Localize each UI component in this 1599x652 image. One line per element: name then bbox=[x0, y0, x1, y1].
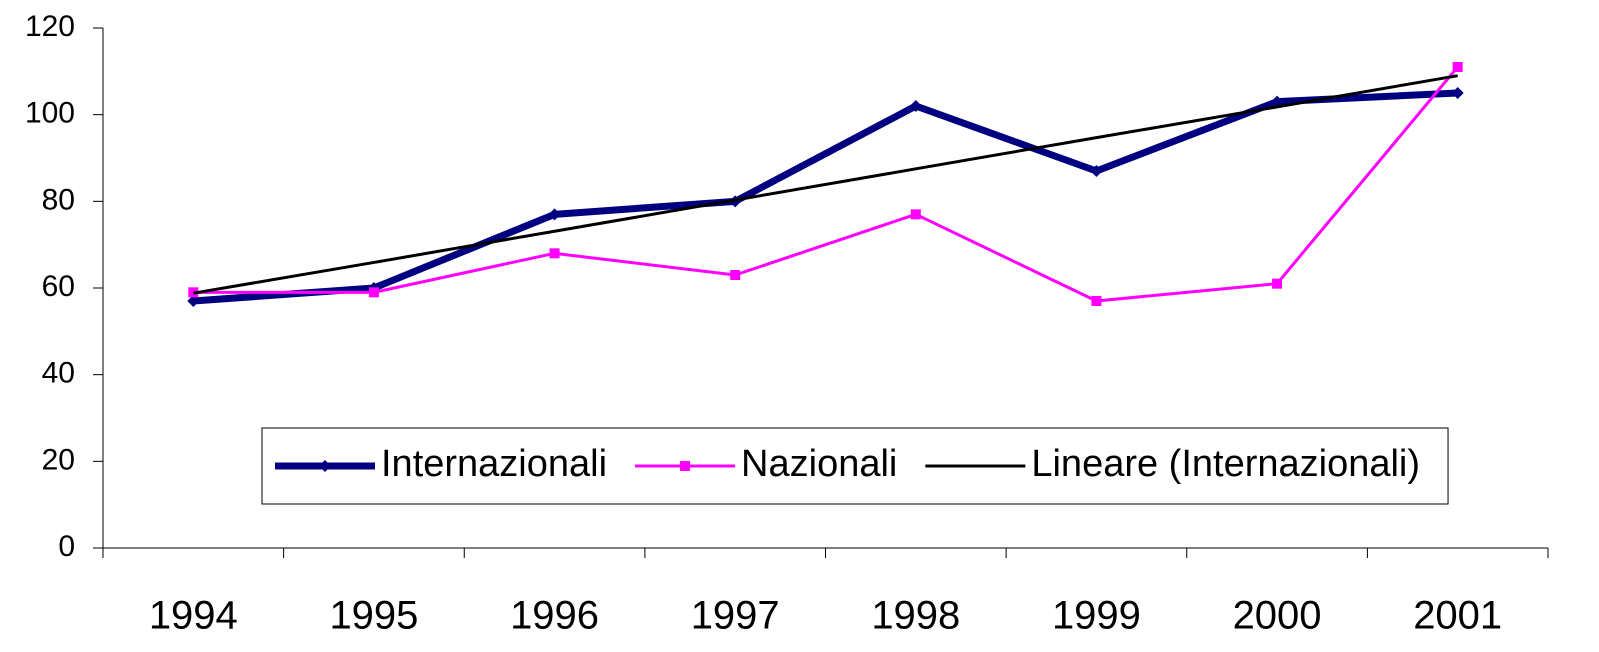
x-tick-label: 1999 bbox=[1052, 594, 1141, 638]
x-tick-label: 2001 bbox=[1413, 594, 1502, 638]
y-tick-label: 60 bbox=[42, 270, 75, 303]
marker bbox=[187, 295, 200, 307]
marker bbox=[368, 287, 379, 298]
x-tick-label: 2000 bbox=[1233, 594, 1322, 638]
marker bbox=[1271, 95, 1284, 108]
y-tick-label: 0 bbox=[58, 530, 75, 563]
x-tick-label: 1998 bbox=[871, 594, 960, 638]
legend-box bbox=[261, 427, 1449, 505]
marker bbox=[1090, 165, 1103, 177]
x-tick-label: 1997 bbox=[691, 594, 780, 638]
x-tick-label: 1994 bbox=[149, 594, 238, 638]
marker bbox=[548, 208, 561, 221]
marker bbox=[319, 460, 331, 472]
marker bbox=[730, 270, 741, 280]
series-line bbox=[193, 89, 1458, 305]
series-line bbox=[193, 66, 1459, 303]
series-line bbox=[193, 74, 1458, 295]
marker bbox=[1452, 62, 1463, 72]
y-tick-label: 120 bbox=[25, 10, 75, 43]
marker bbox=[909, 100, 922, 112]
marker bbox=[1451, 87, 1464, 99]
legend-label: Nazionali bbox=[741, 443, 897, 485]
x-tick-label: 1995 bbox=[329, 594, 418, 638]
x-tick-label: 1996 bbox=[510, 594, 599, 638]
legend-label: Internazionali bbox=[381, 443, 607, 485]
legend-label: Lineare (Internazionali) bbox=[1031, 443, 1420, 485]
marker bbox=[680, 461, 691, 471]
legend: Internazionali Nazionali Lineare (Internaz… bbox=[261, 427, 1449, 505]
y-tick-label: 100 bbox=[25, 97, 75, 130]
marker bbox=[549, 248, 560, 259]
y-tick-label: 40 bbox=[42, 357, 75, 390]
marker bbox=[1272, 278, 1283, 289]
y-tick-label: 20 bbox=[42, 443, 75, 476]
y-tick-label: 80 bbox=[42, 183, 75, 216]
marker bbox=[1091, 296, 1102, 306]
marker bbox=[910, 209, 921, 220]
